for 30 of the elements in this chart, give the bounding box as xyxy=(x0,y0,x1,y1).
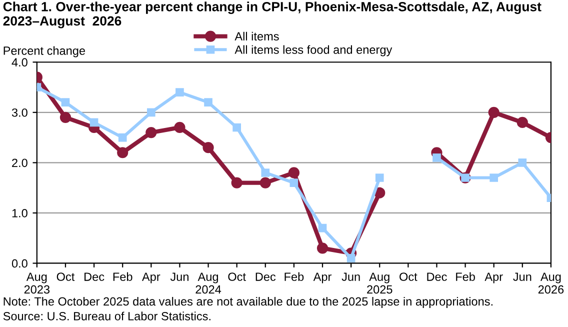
y-tick-label: 1.0 xyxy=(12,208,28,218)
x-tick-label: Apr xyxy=(484,272,503,284)
x-tick-label: Jun xyxy=(342,272,360,281)
x-tick-label: Dec xyxy=(427,272,447,281)
x-tick-label: Oct xyxy=(228,272,246,281)
y-tick-label: 2.0 xyxy=(12,158,28,168)
y-tick-label: 0.0 xyxy=(12,259,28,268)
x-tick-label: Aug 2023 xyxy=(24,272,50,294)
x-tick-label: Aug 2026 xyxy=(538,272,564,294)
text: Note: The October 2025 data values are not available due to the 2025 lapse in appropriations. xyxy=(4,296,492,308)
x-tick-label: Oct xyxy=(56,272,75,281)
x-tick-label: Feb xyxy=(284,272,304,281)
x-tick-label: Aug 2025 xyxy=(367,272,392,294)
x-tick-label: Apr xyxy=(142,272,160,284)
x-tick-label: Jun xyxy=(170,272,188,281)
x-tick-label: Apr xyxy=(313,272,332,284)
legend-label: All items xyxy=(234,32,279,41)
legend-label: All items less food and energy xyxy=(234,45,392,56)
y-axis-title: Percent change xyxy=(4,46,86,58)
chart-title: Chart 1. Over-the-year percent change in CPI-U, Phoenix-Mesa-Scottsdale, AZ, August 2023–August 2026 xyxy=(3,2,542,28)
x-tick-label: Dec xyxy=(256,272,276,281)
source-note: Source: U.S. Bureau of Labor Statistics. xyxy=(3,312,210,320)
x-tick-label: Feb xyxy=(456,272,475,281)
x-tick-label: Oct xyxy=(400,272,418,281)
x-tick-label: Dec xyxy=(84,272,104,281)
y-tick-label: 3.0 xyxy=(12,108,28,117)
x-tick-label: Feb xyxy=(113,272,132,281)
x-tick-label: Jun xyxy=(513,272,532,281)
y-tick-label: 4.0 xyxy=(12,58,28,67)
x-tick-label: Aug 2024 xyxy=(196,272,222,294)
